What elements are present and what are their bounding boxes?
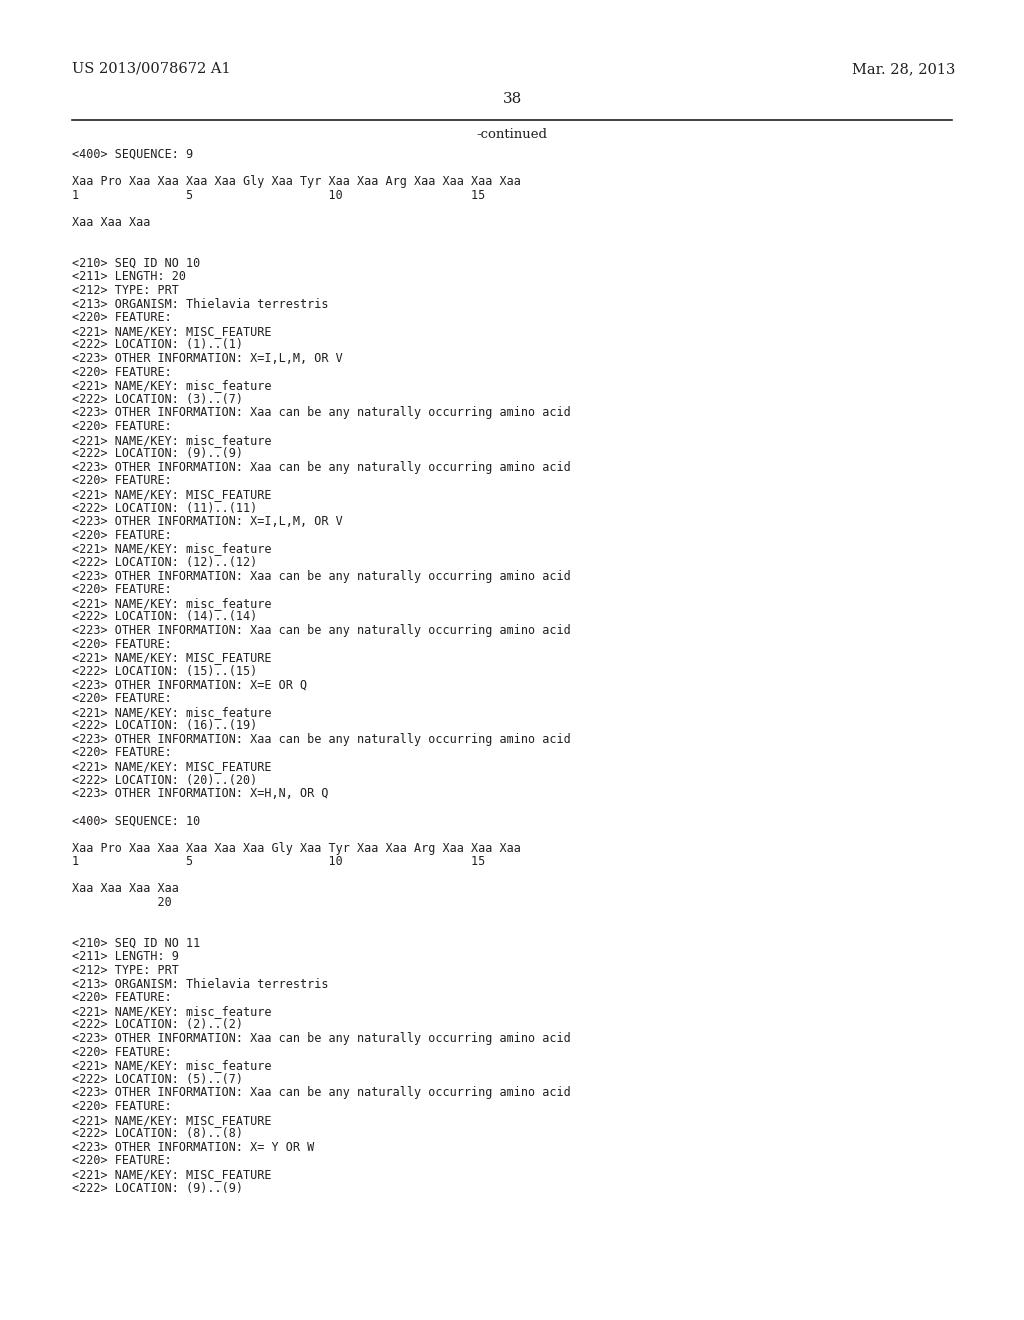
Text: <221> NAME/KEY: MISC_FEATURE: <221> NAME/KEY: MISC_FEATURE bbox=[72, 651, 271, 664]
Text: <222> LOCATION: (8)..(8): <222> LOCATION: (8)..(8) bbox=[72, 1127, 243, 1140]
Text: <212> TYPE: PRT: <212> TYPE: PRT bbox=[72, 964, 179, 977]
Text: <223> OTHER INFORMATION: Xaa can be any naturally occurring amino acid: <223> OTHER INFORMATION: Xaa can be any … bbox=[72, 1032, 570, 1045]
Text: <213> ORGANISM: Thielavia terrestris: <213> ORGANISM: Thielavia terrestris bbox=[72, 297, 329, 310]
Text: <223> OTHER INFORMATION: X=E OR Q: <223> OTHER INFORMATION: X=E OR Q bbox=[72, 678, 307, 692]
Text: <221> NAME/KEY: MISC_FEATURE: <221> NAME/KEY: MISC_FEATURE bbox=[72, 1114, 271, 1126]
Text: <222> LOCATION: (15)..(15): <222> LOCATION: (15)..(15) bbox=[72, 665, 257, 677]
Text: <223> OTHER INFORMATION: Xaa can be any naturally occurring amino acid: <223> OTHER INFORMATION: Xaa can be any … bbox=[72, 461, 570, 474]
Text: <222> LOCATION: (2)..(2): <222> LOCATION: (2)..(2) bbox=[72, 1019, 243, 1031]
Text: <210> SEQ ID NO 10: <210> SEQ ID NO 10 bbox=[72, 257, 201, 269]
Text: US 2013/0078672 A1: US 2013/0078672 A1 bbox=[72, 62, 230, 77]
Text: 38: 38 bbox=[503, 92, 521, 106]
Text: <223> OTHER INFORMATION: X=H,N, OR Q: <223> OTHER INFORMATION: X=H,N, OR Q bbox=[72, 787, 329, 800]
Text: <221> NAME/KEY: misc_feature: <221> NAME/KEY: misc_feature bbox=[72, 543, 271, 556]
Text: <222> LOCATION: (9)..(9): <222> LOCATION: (9)..(9) bbox=[72, 1181, 243, 1195]
Text: Xaa Xaa Xaa: Xaa Xaa Xaa bbox=[72, 216, 151, 228]
Text: <221> NAME/KEY: misc_feature: <221> NAME/KEY: misc_feature bbox=[72, 379, 271, 392]
Text: <220> FEATURE:: <220> FEATURE: bbox=[72, 312, 172, 325]
Text: <221> NAME/KEY: MISC_FEATURE: <221> NAME/KEY: MISC_FEATURE bbox=[72, 325, 271, 338]
Text: <223> OTHER INFORMATION: Xaa can be any naturally occurring amino acid: <223> OTHER INFORMATION: Xaa can be any … bbox=[72, 1086, 570, 1100]
Text: <222> LOCATION: (11)..(11): <222> LOCATION: (11)..(11) bbox=[72, 502, 257, 515]
Text: Xaa Pro Xaa Xaa Xaa Xaa Xaa Gly Xaa Tyr Xaa Xaa Arg Xaa Xaa Xaa: Xaa Pro Xaa Xaa Xaa Xaa Xaa Gly Xaa Tyr … bbox=[72, 842, 521, 854]
Text: <223> OTHER INFORMATION: X=I,L,M, OR V: <223> OTHER INFORMATION: X=I,L,M, OR V bbox=[72, 352, 343, 366]
Text: -continued: -continued bbox=[476, 128, 548, 141]
Text: <222> LOCATION: (5)..(7): <222> LOCATION: (5)..(7) bbox=[72, 1073, 243, 1086]
Text: <222> LOCATION: (9)..(9): <222> LOCATION: (9)..(9) bbox=[72, 447, 243, 461]
Text: <220> FEATURE:: <220> FEATURE: bbox=[72, 1155, 172, 1167]
Text: <221> NAME/KEY: misc_feature: <221> NAME/KEY: misc_feature bbox=[72, 1005, 271, 1018]
Text: <222> LOCATION: (1)..(1): <222> LOCATION: (1)..(1) bbox=[72, 338, 243, 351]
Text: <220> FEATURE:: <220> FEATURE: bbox=[72, 1100, 172, 1113]
Text: <223> OTHER INFORMATION: Xaa can be any naturally occurring amino acid: <223> OTHER INFORMATION: Xaa can be any … bbox=[72, 624, 570, 638]
Text: <220> FEATURE:: <220> FEATURE: bbox=[72, 638, 172, 651]
Text: <220> FEATURE:: <220> FEATURE: bbox=[72, 420, 172, 433]
Text: <223> OTHER INFORMATION: X=I,L,M, OR V: <223> OTHER INFORMATION: X=I,L,M, OR V bbox=[72, 515, 343, 528]
Text: <223> OTHER INFORMATION: Xaa can be any naturally occurring amino acid: <223> OTHER INFORMATION: Xaa can be any … bbox=[72, 407, 570, 420]
Text: <222> LOCATION: (12)..(12): <222> LOCATION: (12)..(12) bbox=[72, 556, 257, 569]
Text: 1               5                   10                  15: 1 5 10 15 bbox=[72, 855, 485, 869]
Text: <220> FEATURE:: <220> FEATURE: bbox=[72, 991, 172, 1005]
Text: <220> FEATURE:: <220> FEATURE: bbox=[72, 583, 172, 597]
Text: Xaa Pro Xaa Xaa Xaa Xaa Gly Xaa Tyr Xaa Xaa Arg Xaa Xaa Xaa Xaa: Xaa Pro Xaa Xaa Xaa Xaa Gly Xaa Tyr Xaa … bbox=[72, 176, 521, 189]
Text: <221> NAME/KEY: misc_feature: <221> NAME/KEY: misc_feature bbox=[72, 706, 271, 718]
Text: <222> LOCATION: (14)..(14): <222> LOCATION: (14)..(14) bbox=[72, 610, 257, 623]
Text: <223> OTHER INFORMATION: Xaa can be any naturally occurring amino acid: <223> OTHER INFORMATION: Xaa can be any … bbox=[72, 733, 570, 746]
Text: <220> FEATURE:: <220> FEATURE: bbox=[72, 746, 172, 759]
Text: 1               5                   10                  15: 1 5 10 15 bbox=[72, 189, 485, 202]
Text: <220> FEATURE:: <220> FEATURE: bbox=[72, 529, 172, 541]
Text: <212> TYPE: PRT: <212> TYPE: PRT bbox=[72, 284, 179, 297]
Text: <222> LOCATION: (20)..(20): <222> LOCATION: (20)..(20) bbox=[72, 774, 257, 787]
Text: <223> OTHER INFORMATION: Xaa can be any naturally occurring amino acid: <223> OTHER INFORMATION: Xaa can be any … bbox=[72, 570, 570, 582]
Text: <213> ORGANISM: Thielavia terrestris: <213> ORGANISM: Thielavia terrestris bbox=[72, 978, 329, 990]
Text: <210> SEQ ID NO 11: <210> SEQ ID NO 11 bbox=[72, 937, 201, 950]
Text: <400> SEQUENCE: 10: <400> SEQUENCE: 10 bbox=[72, 814, 201, 828]
Text: <211> LENGTH: 20: <211> LENGTH: 20 bbox=[72, 271, 186, 284]
Text: <221> NAME/KEY: MISC_FEATURE: <221> NAME/KEY: MISC_FEATURE bbox=[72, 488, 271, 502]
Text: <222> LOCATION: (16)..(19): <222> LOCATION: (16)..(19) bbox=[72, 719, 257, 733]
Text: Mar. 28, 2013: Mar. 28, 2013 bbox=[852, 62, 955, 77]
Text: <222> LOCATION: (3)..(7): <222> LOCATION: (3)..(7) bbox=[72, 393, 243, 405]
Text: Xaa Xaa Xaa Xaa: Xaa Xaa Xaa Xaa bbox=[72, 882, 179, 895]
Text: <221> NAME/KEY: misc_feature: <221> NAME/KEY: misc_feature bbox=[72, 1059, 271, 1072]
Text: <221> NAME/KEY: MISC_FEATURE: <221> NAME/KEY: MISC_FEATURE bbox=[72, 760, 271, 774]
Text: <220> FEATURE:: <220> FEATURE: bbox=[72, 1045, 172, 1059]
Text: <400> SEQUENCE: 9: <400> SEQUENCE: 9 bbox=[72, 148, 194, 161]
Text: <220> FEATURE:: <220> FEATURE: bbox=[72, 366, 172, 379]
Text: <211> LENGTH: 9: <211> LENGTH: 9 bbox=[72, 950, 179, 964]
Text: <221> NAME/KEY: misc_feature: <221> NAME/KEY: misc_feature bbox=[72, 597, 271, 610]
Text: <223> OTHER INFORMATION: X= Y OR W: <223> OTHER INFORMATION: X= Y OR W bbox=[72, 1140, 314, 1154]
Text: <220> FEATURE:: <220> FEATURE: bbox=[72, 474, 172, 487]
Text: <221> NAME/KEY: misc_feature: <221> NAME/KEY: misc_feature bbox=[72, 433, 271, 446]
Text: <220> FEATURE:: <220> FEATURE: bbox=[72, 692, 172, 705]
Text: 20: 20 bbox=[72, 896, 172, 909]
Text: <221> NAME/KEY: MISC_FEATURE: <221> NAME/KEY: MISC_FEATURE bbox=[72, 1168, 271, 1181]
